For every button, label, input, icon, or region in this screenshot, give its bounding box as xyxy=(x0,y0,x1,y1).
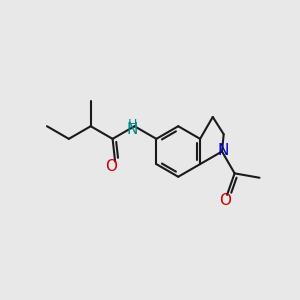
Text: O: O xyxy=(106,159,118,174)
Text: O: O xyxy=(220,193,232,208)
Text: N: N xyxy=(218,142,229,158)
Text: N: N xyxy=(127,122,138,137)
Text: H: H xyxy=(128,118,137,131)
